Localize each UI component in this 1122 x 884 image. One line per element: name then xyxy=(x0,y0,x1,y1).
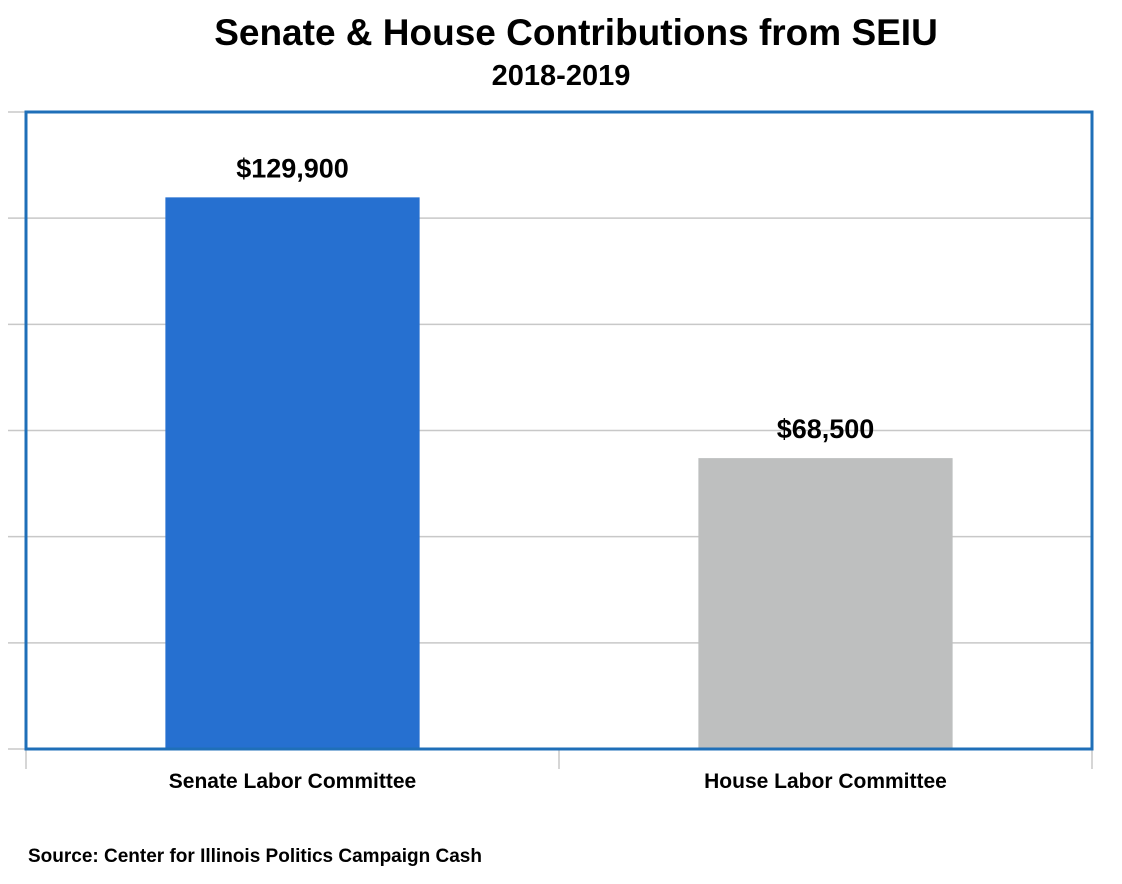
labels: $129,900 Senate Labor Committee $68,500 Hou… xyxy=(169,153,947,793)
bars xyxy=(165,197,953,749)
plot-border xyxy=(24,110,1094,751)
data-label: $129,900 xyxy=(236,153,349,183)
x-tick-label: Senate Labor Committee xyxy=(169,770,416,793)
data-label: $68,500 xyxy=(777,414,875,444)
chart-title: Senate & House Contributions from SEIU xyxy=(214,12,938,53)
bar xyxy=(698,458,953,749)
source-note: Source: Center for Illinois Politics Cam… xyxy=(28,846,482,867)
x-tick-label: House Labor Committee xyxy=(704,770,947,793)
chart-subtitle: 2018-2019 xyxy=(491,60,631,92)
axis-ticks xyxy=(8,111,1093,769)
bar xyxy=(165,197,420,749)
